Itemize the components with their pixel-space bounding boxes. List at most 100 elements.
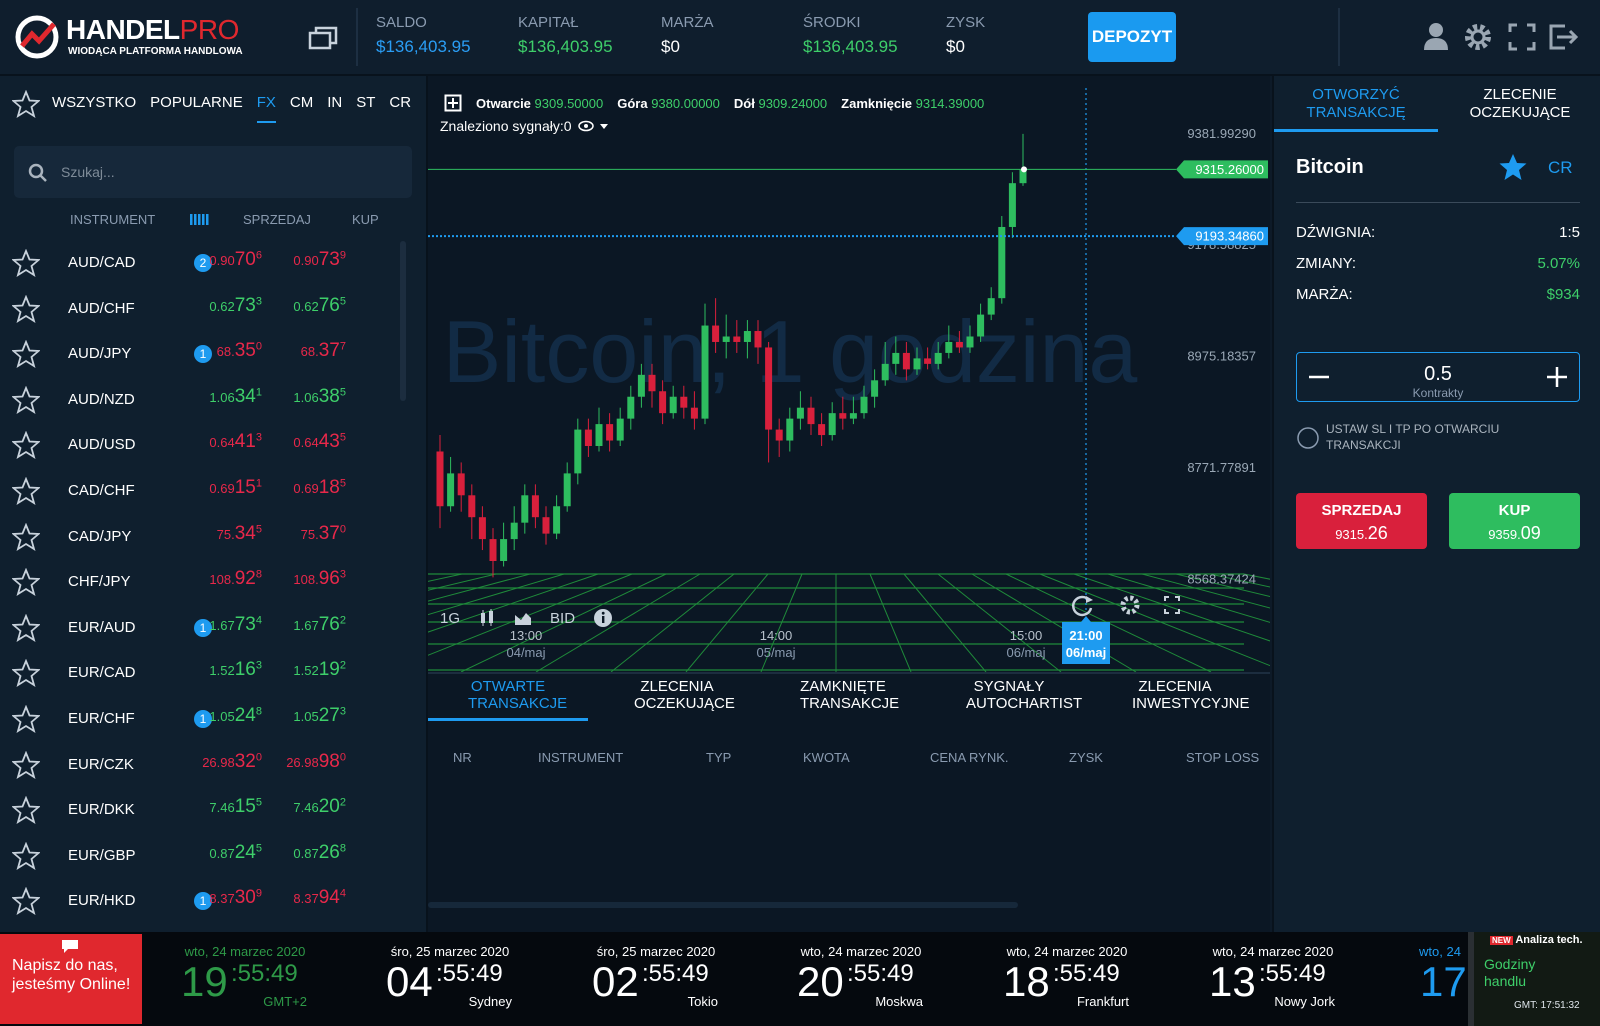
price-pip: 1	[255, 477, 262, 490]
window-icon[interactable]	[308, 24, 340, 52]
category-tab[interactable]: FX	[256, 94, 276, 123]
side-widget: NEW Analiza tech. Godziny handlu GMT: 17…	[1468, 932, 1600, 1026]
logout-icon[interactable]	[1549, 24, 1579, 50]
chart-fullscreen-icon[interactable]	[1164, 596, 1180, 614]
instrument-row[interactable]: AUD/USD 0.64413 0.64435	[0, 424, 396, 468]
instrument-row[interactable]: EUR/CAD 1.52163 1.52192	[0, 652, 396, 696]
trade-tab[interactable]: ZLECENIA OCZEKUJĄCE	[634, 678, 735, 712]
trade-column[interactable]: STOP LOSS	[1186, 750, 1260, 765]
timeframe-button[interactable]: 1G	[440, 609, 461, 627]
price-pip: 3	[255, 660, 262, 673]
instrument-row[interactable]: EUR/AUD 1 1.67734 1.67762	[0, 607, 396, 651]
news[interactable]: NEW Analiza tech.	[1490, 934, 1583, 946]
favorite-star[interactable]	[12, 294, 40, 323]
trade-tab[interactable]: SYGNAŁY AUTOCHARTIST	[966, 678, 1083, 712]
order-tab[interactable]: ZLECENIE OCZEKUJĄCE	[1469, 86, 1571, 121]
detail-label: MARŻA:	[1296, 286, 1353, 303]
instrument-row[interactable]: EUR/GBP 0.87245 0.87268	[0, 835, 396, 879]
instrument-row[interactable]: AUD/JPY 1 68.350 68.377	[0, 333, 396, 377]
instrument-row[interactable]: CAD/CHF 0.69151 0.69185	[0, 470, 396, 514]
favorite-star[interactable]	[12, 431, 40, 460]
order-tab[interactable]: OTWORZYĆ TRANSAKCJĘ	[1274, 86, 1438, 132]
category-tab[interactable]: ST	[356, 94, 376, 111]
candle-body	[447, 473, 455, 507]
trade-tab[interactable]: OTWARTE TRANSAKCJE	[428, 678, 588, 721]
instrument-row[interactable]: AUD/CAD 2 0.90706 0.90739	[0, 242, 396, 286]
category-tab[interactable]: IN	[327, 94, 343, 111]
favorite-star[interactable]	[12, 568, 40, 597]
trade-column[interactable]: TYP	[706, 750, 732, 765]
trade-tab[interactable]: ZLECENIA INWESTYCYJNE	[1132, 678, 1250, 712]
category-tab[interactable]: POPULARNE	[150, 94, 243, 111]
sell-button[interactable]: SPRZEDAJ 9315.26	[1296, 493, 1427, 549]
price-prefix: 108.	[293, 572, 319, 588]
buy-button[interactable]: KUP 9359.09	[1449, 493, 1580, 549]
chat-box[interactable]: Napisz do nas, jesteśmy Online!	[0, 934, 142, 1024]
instrument-row[interactable]: AUD/CHF 0.62733 0.62765	[0, 288, 396, 332]
trade-column[interactable]: INSTRUMENT	[538, 750, 624, 765]
add-indicator-icon[interactable]	[444, 94, 462, 112]
chart-settings-icon[interactable]	[1120, 595, 1140, 615]
deposit-button[interactable]: DEPOZYT	[1088, 12, 1176, 62]
area-type-icon[interactable]	[514, 609, 532, 627]
order-panel: OTWORZYĆ TRANSAKCJĘ ZLECENIE OCZEKUJĄCE B…	[1272, 76, 1600, 932]
favorites-icon[interactable]	[12, 90, 40, 118]
sl-tp-label: USTAW SL I TP PO OTWARCIU TRANSAKCJI	[1326, 422, 1500, 452]
buy-price: 0.62765	[293, 295, 346, 317]
category-tab[interactable]: CR	[389, 94, 412, 111]
signals[interactable]: Znaleziono sygnały:0	[440, 118, 612, 134]
price-big: 15	[234, 477, 256, 498]
user-icon[interactable]	[1424, 23, 1448, 50]
favorite-star[interactable]	[12, 841, 40, 870]
favorite-star[interactable]	[12, 385, 40, 414]
price-prefix: 26.98	[286, 754, 319, 770]
price-mode-button[interactable]: BID	[550, 609, 576, 627]
decrease-button[interactable]	[1307, 367, 1331, 387]
favorite-star[interactable]	[12, 249, 40, 277]
trade-tab[interactable]: ZAMKNIĘTE TRANSAKCJE	[800, 678, 900, 712]
trading-hours[interactable]: Godziny handlu	[1484, 956, 1536, 989]
instrument-row[interactable]: AUD/NZD 1.06341 1.06385	[0, 379, 396, 423]
favorite-star[interactable]	[12, 340, 40, 369]
favorite-star[interactable]	[12, 750, 40, 779]
favorite-star[interactable]	[12, 659, 40, 688]
price-big: 76	[318, 294, 340, 316]
floor-grid	[535, 573, 701, 672]
instrument-row[interactable]: EUR/HKD 1 8.37309 8.37944	[0, 880, 396, 924]
refresh-icon[interactable]	[1071, 595, 1093, 617]
trade-column[interactable]: KWOTA	[803, 750, 850, 765]
column-header[interactable]: INSTRUMENT	[70, 212, 156, 227]
sell-price: 1.05248	[209, 705, 262, 727]
category-tab[interactable]: CM	[289, 94, 314, 111]
column-header[interactable]: KUP	[352, 212, 379, 227]
increase-button[interactable]	[1545, 365, 1569, 389]
favorite-star[interactable]	[12, 613, 40, 642]
favorite-star[interactable]	[12, 522, 40, 551]
favorite-star[interactable]	[1498, 152, 1528, 182]
trade-column[interactable]: NR	[453, 750, 472, 765]
category-tab[interactable]: WSZYSTKO	[52, 94, 137, 111]
instrument-row[interactable]: EUR/CHF 1 1.05248 1.05273	[0, 698, 396, 742]
favorite-star[interactable]	[12, 796, 40, 825]
instrument-row[interactable]: CAD/JPY 75.345 75.370	[0, 516, 396, 560]
instrument-name: EUR/HKD	[68, 892, 136, 910]
detail-value: 5.07%	[1537, 255, 1580, 272]
favorite-star[interactable]	[12, 477, 40, 505]
quantity-input[interactable]: 0.5 Kontrakty	[1296, 352, 1580, 402]
search-box[interactable]: Szukaj...	[14, 146, 412, 198]
candle-type-icon[interactable]	[478, 609, 496, 627]
column-header[interactable]: SPRZEDAJ	[243, 212, 311, 227]
settings-icon[interactable]	[1465, 24, 1491, 50]
favorite-star[interactable]	[12, 705, 40, 733]
instrument-row[interactable]: EUR/DKK 7.46155 7.46202	[0, 789, 396, 833]
sl-tp-checkbox[interactable]	[1296, 426, 1320, 450]
ohlc-value: 9309.50000	[534, 95, 604, 111]
price-pip: 5	[339, 432, 346, 445]
trade-column[interactable]: CENA RYNK.	[930, 750, 1009, 765]
instrument-row[interactable]: EUR/CZK 26.98320 26.98980	[0, 744, 396, 788]
fullscreen-icon[interactable]	[1508, 23, 1536, 51]
favorite-star[interactable]	[12, 887, 40, 916]
info-icon[interactable]	[593, 608, 613, 628]
instrument-row[interactable]: CHF/JPY 108.928 108.963	[0, 561, 396, 605]
trade-column[interactable]: ZYSK	[1069, 750, 1103, 765]
